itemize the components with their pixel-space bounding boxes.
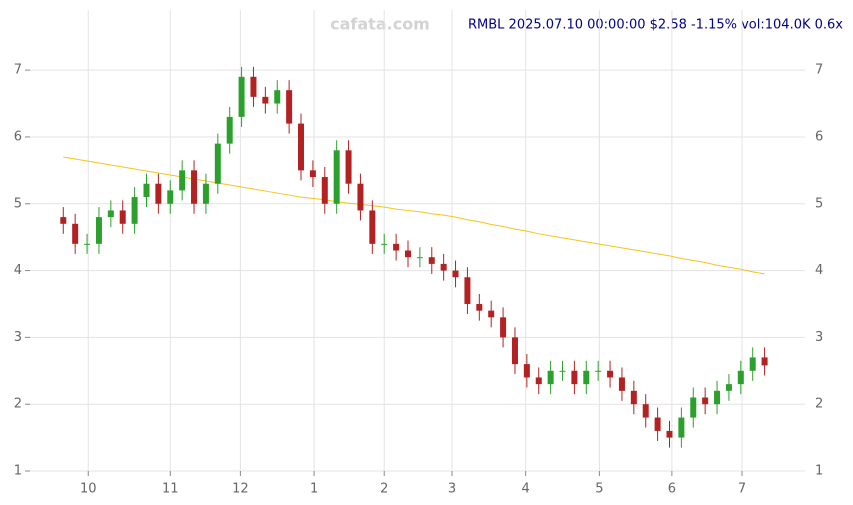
candle-body (761, 357, 768, 366)
candle-body (262, 96, 269, 104)
x-tick-label: 12 (232, 482, 249, 497)
y-tick-label: 3 (14, 330, 22, 345)
y-tick-label: 5 (14, 196, 22, 211)
y-tick-label: 6 (14, 129, 22, 144)
y-tick-label-right: 6 (815, 129, 823, 144)
candle-body (618, 377, 625, 391)
candle-body (369, 210, 376, 244)
x-tick-label: 7 (738, 482, 746, 497)
x-tick-label: 2 (380, 482, 388, 497)
candle-body (167, 190, 174, 204)
moving-average (63, 156, 765, 275)
candle-body (511, 337, 518, 365)
candle-body (559, 370, 566, 372)
candle-body (476, 303, 483, 311)
candle-body (428, 257, 435, 264)
candle-body (274, 90, 281, 104)
y-tick-label: 7 (14, 63, 22, 78)
x-tick-label: 1 (310, 482, 318, 497)
candle-body (440, 263, 447, 271)
y-tick-label-right: 4 (815, 263, 823, 278)
candle-body (666, 430, 673, 438)
candle-body (321, 177, 328, 204)
candle-body (725, 384, 732, 391)
candle-body (72, 223, 79, 244)
candle-body (583, 370, 590, 385)
candle-body (595, 370, 602, 372)
candle-body (714, 390, 721, 405)
candle-body (214, 143, 221, 184)
candle-body (500, 317, 507, 338)
candle-body (226, 116, 233, 144)
x-tick-label: 11 (162, 482, 179, 497)
candle-body (749, 357, 756, 371)
x-tick-label: 5 (595, 482, 603, 497)
y-tick-label: 2 (14, 397, 22, 412)
candle-body (404, 250, 411, 258)
candle-body (238, 76, 245, 117)
candle-body (654, 417, 661, 431)
candle-body (630, 390, 637, 405)
y-tick-label-right: 3 (815, 330, 823, 345)
candle-body (416, 257, 423, 259)
x-tick-label: 10 (80, 482, 97, 497)
candle-body (179, 170, 186, 191)
candle-body (333, 150, 340, 204)
candle-body (607, 370, 614, 378)
candle-body (381, 243, 388, 245)
candle-body (202, 183, 209, 204)
candle-body (250, 76, 257, 97)
candle-body (107, 210, 114, 218)
candle-body (60, 217, 67, 224)
candle-body (571, 370, 578, 385)
y-tick-label-right: 5 (815, 196, 823, 211)
candle-body (155, 183, 162, 204)
candle-body (119, 210, 126, 224)
x-tick-label: 6 (668, 482, 676, 497)
candle-body (357, 183, 364, 211)
candle-body (488, 310, 495, 318)
candle-body (95, 217, 102, 244)
y-tick-label: 1 (14, 464, 22, 479)
y-tick-label: 4 (14, 263, 22, 278)
candle-body (191, 170, 198, 204)
candle-body (547, 370, 554, 385)
candle-body (690, 397, 697, 418)
candle-body (131, 197, 138, 224)
candle-body (84, 243, 91, 245)
x-tick-label: 4 (522, 482, 530, 497)
candle-body (286, 90, 293, 124)
candle-body (678, 417, 685, 438)
candle-body (298, 123, 305, 171)
candle-body (143, 183, 150, 198)
candle-body (702, 397, 709, 405)
candle-body (464, 277, 471, 304)
watermark: cafata.com (330, 15, 430, 34)
x-tick-label: 3 (448, 482, 456, 497)
y-tick-label-right: 1 (815, 464, 823, 479)
candle-body (345, 150, 352, 184)
chart-title: RMBL 2025.07.10 00:00:00 $2.58 -1.15% vo… (468, 18, 843, 33)
candle-body (393, 243, 400, 251)
y-tick-label-right: 2 (815, 397, 823, 412)
candle-body (309, 170, 316, 178)
candle-body (535, 377, 542, 385)
candle-body (737, 370, 744, 385)
y-tick-label-right: 7 (815, 63, 823, 78)
candle-body (642, 404, 649, 418)
candle-body (452, 270, 459, 278)
candle-body (523, 364, 530, 378)
